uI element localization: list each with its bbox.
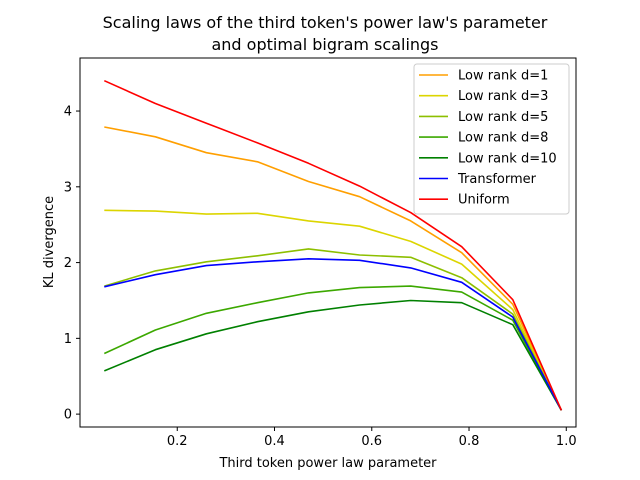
x-axis-label: Third token power law parameter [218, 456, 437, 471]
y-tick-label: 1 [64, 332, 72, 347]
y-axis-ticks: 0 1 2 3 4 [64, 105, 80, 423]
x-axis-ticks: 0.2 0.4 0.6 0.8 1.0 [167, 427, 577, 449]
series-line-1 [104, 209, 563, 411]
plot-lines [103, 79, 563, 411]
x-tick-label: 1.0 [556, 434, 577, 449]
series-line-4 [103, 299, 563, 411]
series-line-0 [104, 126, 563, 411]
legend-label: Low rank d=5 [458, 110, 548, 125]
legend-label: Uniform [458, 193, 510, 208]
legend-label: Low rank d=8 [458, 131, 548, 146]
legend-label: Low rank d=10 [458, 151, 557, 166]
chart-title-line2: and optimal bigram scalings [211, 35, 438, 54]
y-tick-label: 4 [64, 105, 72, 120]
chart-title-line1: Scaling laws of the third token's power … [103, 13, 548, 32]
series-line-6 [103, 79, 563, 411]
legend: Low rank d=1 Low rank d=3 Low rank d=5 Low … [413, 63, 570, 215]
y-tick-label: 3 [64, 180, 72, 195]
y-tick-label: 0 [64, 408, 72, 423]
plot-frame [79, 57, 577, 428]
x-tick-label: 0.4 [264, 434, 285, 449]
x-tick-label: 0.8 [459, 434, 480, 449]
series-line-3 [103, 285, 563, 411]
y-axis-label: KL divergence [42, 196, 57, 288]
legend-box [413, 63, 570, 215]
x-tick-label: 0.2 [167, 434, 188, 449]
series-line-5 [104, 257, 563, 411]
legend-label: Low rank d=1 [458, 69, 548, 84]
y-tick-label: 2 [64, 256, 72, 271]
series-line-2 [104, 248, 563, 411]
legend-label: Transformer [457, 172, 537, 187]
legend-label: Low rank d=3 [458, 89, 548, 104]
x-tick-label: 0.6 [361, 434, 382, 449]
